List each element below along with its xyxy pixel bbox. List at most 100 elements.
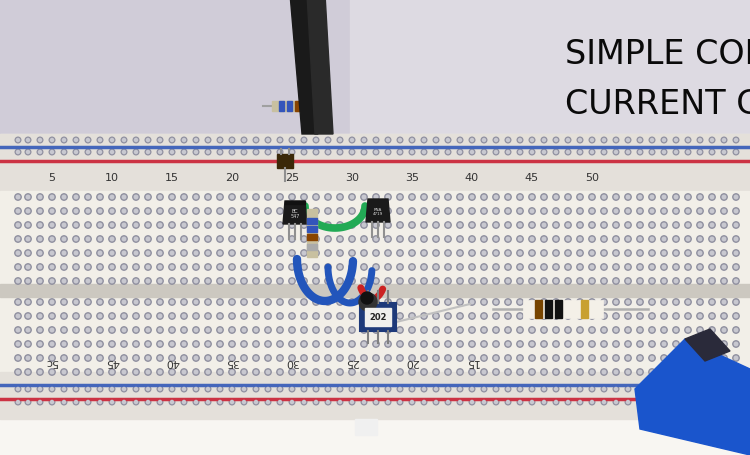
Circle shape <box>15 222 21 229</box>
Circle shape <box>86 386 91 392</box>
Circle shape <box>146 400 149 404</box>
Circle shape <box>409 355 416 361</box>
Circle shape <box>338 151 341 154</box>
Circle shape <box>325 250 332 257</box>
Circle shape <box>566 356 570 360</box>
Circle shape <box>577 208 584 215</box>
Circle shape <box>505 299 512 305</box>
Circle shape <box>470 399 475 405</box>
Circle shape <box>494 151 497 154</box>
Circle shape <box>205 222 212 229</box>
Circle shape <box>253 355 260 361</box>
Circle shape <box>49 236 55 243</box>
Circle shape <box>337 222 344 229</box>
Circle shape <box>433 194 439 201</box>
Circle shape <box>278 139 281 142</box>
Circle shape <box>578 399 583 405</box>
Circle shape <box>650 329 654 332</box>
Circle shape <box>290 139 293 142</box>
Circle shape <box>109 194 115 201</box>
Circle shape <box>674 356 678 360</box>
Circle shape <box>721 341 728 348</box>
Circle shape <box>74 343 78 346</box>
Circle shape <box>362 196 366 199</box>
Circle shape <box>158 388 161 391</box>
Circle shape <box>50 238 54 241</box>
Circle shape <box>313 264 320 271</box>
Circle shape <box>242 238 246 241</box>
Circle shape <box>482 329 486 332</box>
Circle shape <box>469 327 476 334</box>
Circle shape <box>421 355 428 361</box>
Circle shape <box>566 138 571 143</box>
Circle shape <box>410 356 414 360</box>
Circle shape <box>242 196 246 199</box>
Circle shape <box>230 399 235 405</box>
Circle shape <box>242 388 245 391</box>
Circle shape <box>170 238 174 241</box>
Circle shape <box>686 370 690 374</box>
Circle shape <box>49 355 55 361</box>
Circle shape <box>62 343 66 346</box>
Circle shape <box>493 236 500 243</box>
Circle shape <box>733 194 740 201</box>
Circle shape <box>37 355 44 361</box>
Circle shape <box>230 280 234 283</box>
Circle shape <box>266 210 270 213</box>
Circle shape <box>614 150 619 156</box>
Circle shape <box>86 210 90 213</box>
Circle shape <box>589 341 596 348</box>
Circle shape <box>398 139 401 142</box>
Circle shape <box>254 224 258 227</box>
Circle shape <box>469 341 476 348</box>
Circle shape <box>530 301 534 304</box>
Circle shape <box>482 400 485 404</box>
Circle shape <box>542 139 545 142</box>
Circle shape <box>205 355 212 361</box>
Circle shape <box>146 139 149 142</box>
Circle shape <box>506 266 510 269</box>
Circle shape <box>457 369 464 375</box>
Circle shape <box>26 388 29 391</box>
Circle shape <box>254 314 258 318</box>
Circle shape <box>254 151 257 154</box>
Circle shape <box>86 266 90 269</box>
Circle shape <box>158 314 162 318</box>
Circle shape <box>374 386 379 392</box>
Circle shape <box>62 138 67 143</box>
Circle shape <box>613 313 620 319</box>
Circle shape <box>157 236 164 243</box>
Circle shape <box>386 301 390 304</box>
Circle shape <box>697 341 703 348</box>
Circle shape <box>398 280 402 283</box>
Circle shape <box>469 250 476 257</box>
Text: BC
547: BC 547 <box>290 208 300 219</box>
Circle shape <box>265 327 272 334</box>
Circle shape <box>98 400 101 404</box>
Circle shape <box>25 194 32 201</box>
Circle shape <box>673 278 680 284</box>
Circle shape <box>86 329 90 332</box>
Circle shape <box>422 386 427 392</box>
Circle shape <box>350 388 353 391</box>
Circle shape <box>470 210 474 213</box>
Circle shape <box>266 386 271 392</box>
Text: 30: 30 <box>285 356 299 366</box>
Circle shape <box>361 250 368 257</box>
Circle shape <box>217 278 223 284</box>
Circle shape <box>313 369 320 375</box>
Circle shape <box>74 151 77 154</box>
Circle shape <box>734 400 737 404</box>
Circle shape <box>314 399 319 405</box>
Circle shape <box>686 356 690 360</box>
Circle shape <box>133 313 140 319</box>
Circle shape <box>16 370 20 374</box>
Circle shape <box>601 264 608 271</box>
Circle shape <box>313 194 320 201</box>
Circle shape <box>686 224 690 227</box>
Circle shape <box>698 238 702 241</box>
Circle shape <box>674 329 678 332</box>
Circle shape <box>674 400 677 404</box>
Circle shape <box>122 210 126 213</box>
Circle shape <box>338 386 343 392</box>
